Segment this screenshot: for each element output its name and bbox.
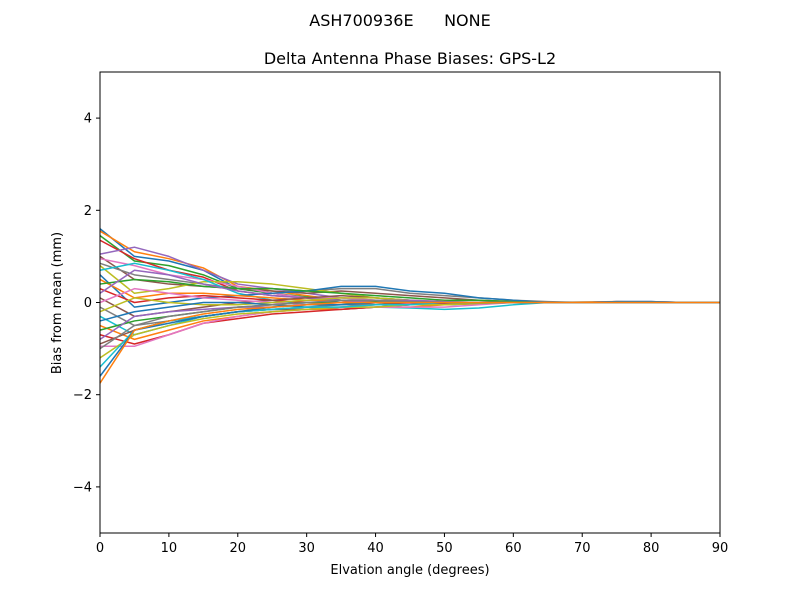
- y-tick-label: 0: [84, 296, 92, 311]
- x-tick-label: 10: [161, 541, 178, 556]
- y-tick-label: −4: [73, 480, 92, 495]
- x-tick-label: 80: [643, 541, 660, 556]
- x-tick-label: 50: [436, 541, 453, 556]
- chart-title: Delta Antenna Phase Biases: GPS-L2: [264, 49, 556, 68]
- y-axis: −4 −2 0 2 4: [73, 112, 100, 495]
- y-tick-label: 4: [84, 112, 92, 127]
- x-tick-label: 20: [230, 541, 247, 556]
- x-axis-label: Elvation angle (degrees): [330, 563, 489, 578]
- x-tick-label: 70: [574, 541, 591, 556]
- x-axis: 0 10 20 30 40 50 60 70 80 90: [96, 533, 728, 556]
- series-layer: [99, 228, 720, 384]
- figure-suptitle: ASH700936E NONE: [309, 11, 490, 30]
- y-axis-label: Bias from mean (mm): [50, 232, 65, 374]
- x-tick-label: 30: [298, 541, 315, 556]
- x-tick-label: 40: [367, 541, 384, 556]
- y-tick-label: −2: [73, 388, 92, 403]
- x-tick-label: 90: [712, 541, 729, 556]
- x-tick-label: 0: [96, 541, 104, 556]
- series-line-32: [99, 301, 720, 384]
- x-tick-label: 60: [505, 541, 522, 556]
- y-tick-label: 2: [84, 204, 92, 219]
